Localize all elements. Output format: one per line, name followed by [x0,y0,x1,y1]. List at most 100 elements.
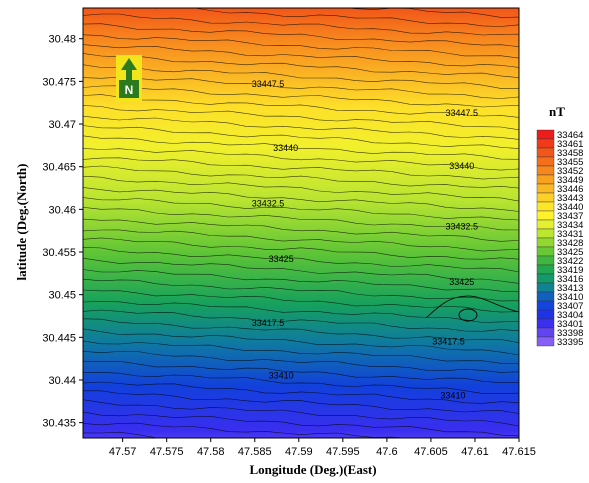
contour-line [83,64,519,89]
x-axis-tick-label: 47.59 [285,446,313,458]
contour-line [83,207,519,231]
contour-line [83,269,519,293]
y-axis-tick-label: 30.435 [42,418,76,430]
color-bar-swatch [536,210,555,221]
contour-line [83,372,519,394]
contour-line [83,351,519,373]
y-axis: 30.435 30.44 30.445 30.45 30.455 30.46 30.465 3… [42,34,83,430]
color-bar: 3346433461334583345533452334493344633443… [536,129,583,348]
color-bar-swatch [536,291,555,302]
color-bar-label: 33428 [557,238,583,249]
local-anomaly-contour [425,295,519,319]
y-axis-tick-label: 30.47 [48,119,76,131]
color-bar-swatch [536,336,555,347]
y-axis-tick-label: 30.44 [48,375,76,387]
color-bar-swatch [536,282,555,293]
contour-line [83,318,519,343]
contour-label: 33417.5 [252,318,285,328]
contour-line [83,175,519,202]
color-bar-swatch [536,147,555,158]
color-bar-label: 33440 [557,202,583,213]
contour-line [83,289,519,313]
color-bar-swatch [536,237,555,248]
x-axis-title: Longitude (Deg.)(East) [249,462,376,477]
color-bar-swatch [536,246,555,257]
contour-line [83,115,519,140]
color-bar-label: 33449 [557,175,583,186]
color-bar-swatch [536,165,555,176]
color-bar-label: 33401 [557,319,583,330]
contour-line [83,237,519,260]
contour-line [83,197,519,221]
contour-line [83,411,519,437]
y-axis-tick-label: 30.475 [42,76,76,88]
color-bar-label: 33422 [557,256,583,267]
contour-line [83,381,519,404]
y-axis-tick-label: 30.455 [42,247,76,259]
x-axis-tick-label: 47.6 [376,446,397,458]
north-arrow-letter: N [125,83,134,97]
color-bar-label: 33416 [557,274,583,285]
contour-label: 33432.5 [252,198,285,208]
color-bar-label: 33464 [557,130,583,141]
x-axis-tick-label: 47.58 [197,446,225,458]
contour-line [83,218,519,242]
contour-line [83,328,519,356]
contour-label: 33425 [269,254,294,264]
contour-label: 33447.5 [252,79,285,89]
color-bar-swatch [536,129,555,140]
color-bar-swatch [536,156,555,167]
magnetic-field-surface [83,8,519,438]
x-axis-tick-label: 47.615 [502,446,536,458]
contour-line [83,301,519,323]
y-axis-tick-label: 30.46 [48,204,76,216]
contour-line [83,229,519,252]
contour-line [83,165,519,189]
x-axis-tick-label: 47.595 [326,446,360,458]
y-axis-tick-label: 30.445 [42,332,76,344]
contour-label: 33410 [269,371,294,381]
x-axis-tick-label: 47.57 [109,446,137,458]
color-bar-swatch [536,264,555,275]
x-axis-tick-label: 47.575 [150,446,184,458]
contour-line [83,23,519,47]
north-arrow-letter-box [119,80,139,98]
color-bar-label: 33455 [557,157,583,168]
color-bar-label: 33437 [557,211,583,222]
color-bar-swatch [536,300,555,311]
north-arrow: N [116,55,142,102]
contour-label: 33432.5 [445,221,478,231]
color-bar-swatch [536,174,555,185]
color-bar-label: 33419 [557,265,583,276]
contour-label: 33410 [440,390,465,400]
color-bar-swatch [536,192,555,203]
north-arrow-icon [121,58,137,80]
contour-line [83,135,519,160]
contour-label: 33440 [273,143,298,153]
contour-line [83,309,519,332]
contour-line [83,340,519,365]
color-bar-label: 33410 [557,292,583,303]
color-bar-label: 33404 [557,310,583,321]
color-bar-label: 33395 [557,337,583,348]
contour-label: 33447.5 [445,108,478,118]
color-bar-swatch [536,138,555,149]
contour-line [83,390,519,414]
color-bar-label: 33425 [557,247,583,258]
color-bar-swatch [536,228,555,239]
y-axis-title: latitude (Deg.(North) [14,164,29,281]
contour-lines [83,8,519,438]
plot-frame [82,7,520,439]
contour-line [83,148,519,171]
contour-line [83,187,519,212]
y-axis-tick-label: 30.45 [48,290,76,302]
color-bar-swatch [536,309,555,320]
color-bar-swatch [536,219,555,230]
y-axis-tick-label: 30.48 [48,34,76,46]
contour-line [83,360,519,384]
contour-line [83,53,519,78]
color-bar-swatch [536,183,555,194]
color-bar-label: 33407 [557,301,583,312]
color-bar-label: 33443 [557,193,583,204]
color-bar-label: 33452 [557,166,583,177]
